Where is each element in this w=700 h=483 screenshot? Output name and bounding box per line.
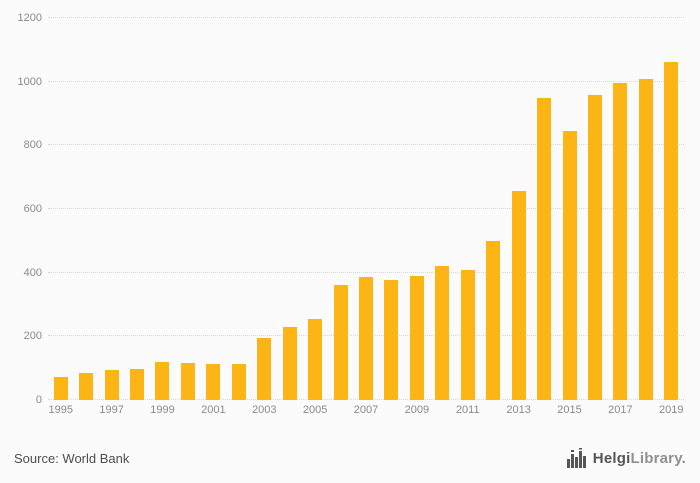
bar	[409, 275, 424, 400]
bar	[308, 318, 323, 400]
bar	[562, 131, 577, 400]
bar	[587, 95, 602, 400]
x-axis-tick-label: 2011	[455, 404, 480, 416]
bar	[180, 363, 195, 400]
bar	[460, 270, 475, 400]
bar-chart: 0 200 400 600 800 1000 1200 1995 1997 1999 2001 20…	[0, 12, 684, 420]
bar	[486, 240, 501, 400]
x-axis-tick-label: 2005	[302, 404, 328, 416]
logo-text-secondary: Library	[630, 449, 682, 467]
x-axis-tick-label: 2007	[353, 404, 379, 416]
bar	[53, 377, 68, 400]
x-axis-tick-label: 1997	[99, 404, 124, 416]
y-axis-tick-label: 800	[23, 139, 42, 152]
source-label: Source: World Bank	[14, 450, 130, 466]
bar	[638, 79, 653, 400]
x-axis-tick-label: 1999	[150, 404, 175, 416]
y-axis-tick-label: 1200	[17, 12, 42, 24]
gridline	[48, 80, 684, 82]
y-axis-tick-label: 200	[23, 330, 42, 343]
gridline	[48, 17, 684, 18]
x-axis-tick-label: 2017	[608, 404, 633, 416]
helgi-library-logo: HelgiLibrary.	[566, 447, 686, 469]
bar	[333, 285, 348, 400]
y-axis: 0 200 400 600 800 1000 1200	[0, 12, 42, 406]
bar	[359, 277, 373, 400]
bar	[104, 369, 119, 400]
bar	[79, 372, 94, 400]
bar	[206, 363, 221, 400]
x-axis-tick-label: 2001	[201, 404, 226, 416]
gridline	[48, 144, 684, 146]
bar	[130, 368, 145, 400]
y-axis-tick-label: 0	[35, 394, 42, 406]
bar	[664, 61, 679, 400]
bar-chart-logo-icon	[566, 447, 588, 469]
bar	[384, 279, 399, 400]
bar	[231, 364, 246, 400]
bar	[613, 83, 628, 400]
plot-area	[48, 17, 684, 400]
x-axis-tick-label: 2015	[557, 404, 582, 416]
gridline	[48, 271, 684, 273]
x-axis-tick-label: 2013	[506, 404, 531, 416]
bar	[282, 326, 297, 400]
bar	[511, 190, 526, 400]
y-axis-tick-label: 1000	[17, 75, 42, 88]
logo-text-suffix: .	[681, 449, 686, 467]
x-axis: 1995 1997 1999 2001 2003 2005 2007 2009 2011 2013…	[48, 404, 684, 420]
y-axis-tick-label: 600	[23, 203, 42, 215]
x-axis-tick-label: 2019	[659, 404, 684, 416]
logo-text-primary: Helgi	[592, 449, 631, 467]
logo-text: HelgiLibrary.	[593, 450, 686, 467]
bar	[435, 266, 450, 400]
x-axis-tick-label: 2003	[251, 404, 277, 416]
y-axis-tick-label: 400	[23, 266, 42, 279]
x-axis-tick-label: 2009	[404, 404, 430, 416]
bar	[537, 97, 552, 400]
footer: Source: World Bank HelgiLibrary.	[14, 445, 686, 471]
bar	[257, 337, 272, 400]
bar	[155, 362, 170, 400]
gridline	[48, 208, 684, 209]
x-axis-tick-label: 1995	[48, 404, 73, 416]
